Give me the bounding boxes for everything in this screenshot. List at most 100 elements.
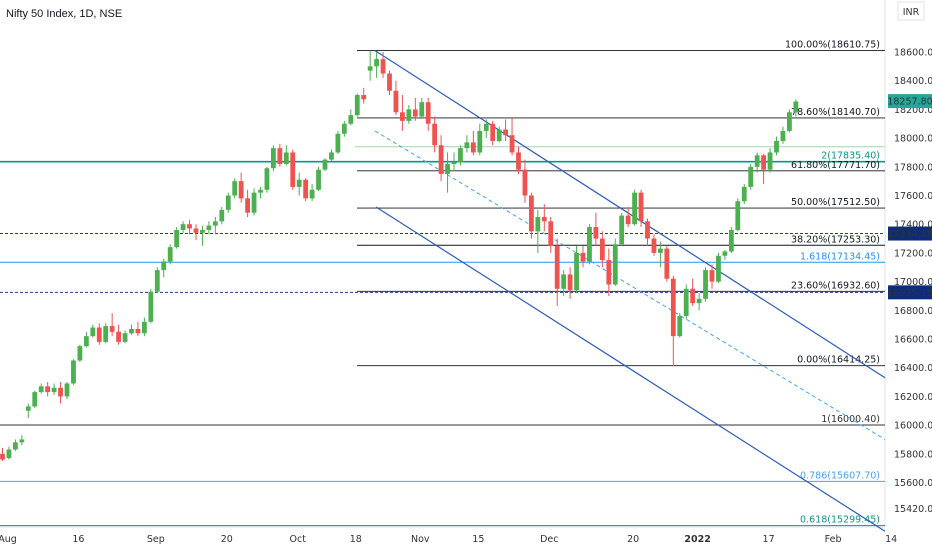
candle-body[interactable] — [606, 260, 612, 285]
candle-body[interactable] — [32, 392, 38, 407]
candle-body[interactable] — [64, 383, 70, 397]
candle-body[interactable] — [316, 169, 321, 190]
candle-body[interactable] — [206, 225, 212, 230]
candle-body[interactable] — [161, 261, 167, 271]
candle-body[interactable] — [780, 130, 786, 141]
candle-body[interactable] — [303, 179, 309, 199]
candle-body[interactable] — [148, 291, 154, 322]
candle-body[interactable] — [735, 201, 741, 230]
candle-body[interactable] — [470, 142, 476, 153]
candle-body[interactable] — [703, 270, 708, 299]
candle-body[interactable] — [309, 189, 315, 199]
candle-body[interactable] — [374, 59, 379, 67]
candle-body[interactable] — [529, 195, 534, 232]
candle-body[interactable] — [670, 278, 676, 337]
candle-body[interactable] — [419, 102, 425, 117]
candle-body[interactable] — [264, 168, 270, 190]
candle-body[interactable] — [19, 439, 25, 443]
candle-body[interactable] — [142, 321, 147, 334]
candle-body[interactable] — [722, 251, 728, 256]
candle-body[interactable] — [193, 228, 199, 233]
candle-body[interactable] — [335, 133, 341, 153]
candle-body[interactable] — [187, 224, 192, 229]
candle-body[interactable] — [167, 247, 173, 262]
candle-body[interactable] — [51, 387, 57, 393]
candle-body[interactable] — [767, 152, 773, 170]
candle-body[interactable] — [387, 73, 392, 91]
candle-body[interactable] — [625, 215, 631, 225]
candle-body[interactable] — [283, 152, 289, 164]
candle-body[interactable] — [71, 360, 76, 384]
candle-body[interactable] — [412, 109, 418, 117]
candle-body[interactable] — [522, 169, 528, 196]
candle-body[interactable] — [748, 166, 754, 187]
candle-body[interactable] — [400, 112, 405, 121]
candle-body[interactable] — [638, 192, 644, 222]
candle-body[interactable] — [793, 101, 799, 113]
candle-body[interactable] — [103, 326, 109, 342]
candle-body[interactable] — [380, 59, 386, 74]
candle-body[interactable] — [774, 140, 779, 153]
candle-body[interactable] — [232, 181, 238, 196]
candle-body[interactable] — [516, 152, 521, 170]
candle-body[interactable] — [251, 192, 257, 213]
candle-body[interactable] — [45, 386, 51, 393]
candle-body[interactable] — [741, 186, 747, 202]
candle-body[interactable] — [6, 449, 12, 459]
candle-body[interactable] — [341, 123, 347, 134]
candle-body[interactable] — [361, 95, 367, 100]
candle-body[interactable] — [728, 229, 734, 252]
candle-body[interactable] — [509, 135, 515, 153]
candle-body[interactable] — [219, 209, 225, 222]
candle-body[interactable] — [277, 148, 283, 164]
candle-body[interactable] — [458, 148, 463, 163]
candle-body[interactable] — [651, 238, 657, 253]
candle-body[interactable] — [599, 238, 605, 261]
candle-body[interactable] — [619, 215, 625, 245]
candle-body[interactable] — [690, 288, 696, 304]
candle-body[interactable] — [290, 152, 296, 187]
candle-body[interactable] — [561, 274, 567, 289]
candle-body[interactable] — [90, 327, 96, 337]
candle-body[interactable] — [754, 155, 760, 167]
candle-body[interactable] — [225, 195, 231, 210]
candle-body[interactable] — [258, 189, 263, 193]
candle-body[interactable] — [580, 252, 586, 262]
candle-body[interactable] — [664, 248, 670, 279]
candle-body[interactable] — [296, 179, 302, 187]
candle-body[interactable] — [329, 152, 334, 160]
candle-body[interactable] — [348, 115, 354, 124]
candle-body[interactable] — [612, 244, 618, 285]
candle-body[interactable] — [245, 198, 250, 213]
candle-body[interactable] — [425, 102, 431, 124]
candle-body[interactable] — [761, 155, 766, 170]
candle-body[interactable] — [135, 328, 141, 334]
candle-body[interactable] — [477, 130, 483, 153]
candle-body[interactable] — [238, 181, 244, 199]
candle-body[interactable] — [432, 123, 438, 146]
candle-body[interactable] — [438, 145, 444, 174]
candle-body[interactable] — [696, 298, 702, 304]
candle-body[interactable] — [77, 346, 83, 361]
candle-body[interactable] — [58, 387, 63, 397]
candle-body[interactable] — [496, 129, 502, 141]
candle-body[interactable] — [129, 328, 134, 334]
candle-body[interactable] — [271, 148, 276, 169]
candle-body[interactable] — [503, 129, 508, 136]
candle-body[interactable] — [122, 333, 128, 342]
candle-body[interactable] — [483, 123, 489, 131]
candle-body[interactable] — [13, 442, 18, 450]
candle-body[interactable] — [451, 162, 457, 164]
candle-body[interactable] — [574, 252, 579, 291]
candle-body[interactable] — [632, 192, 637, 225]
candle-body[interactable] — [535, 217, 541, 232]
candle-body[interactable] — [716, 255, 721, 282]
candle-body[interactable] — [25, 406, 31, 411]
candle-body[interactable] — [645, 221, 650, 239]
candle-body[interactable] — [354, 95, 360, 116]
candle-body[interactable] — [109, 326, 115, 332]
candle-body[interactable] — [406, 109, 412, 121]
candle-body[interactable] — [116, 331, 121, 342]
candle-body[interactable] — [154, 270, 160, 292]
